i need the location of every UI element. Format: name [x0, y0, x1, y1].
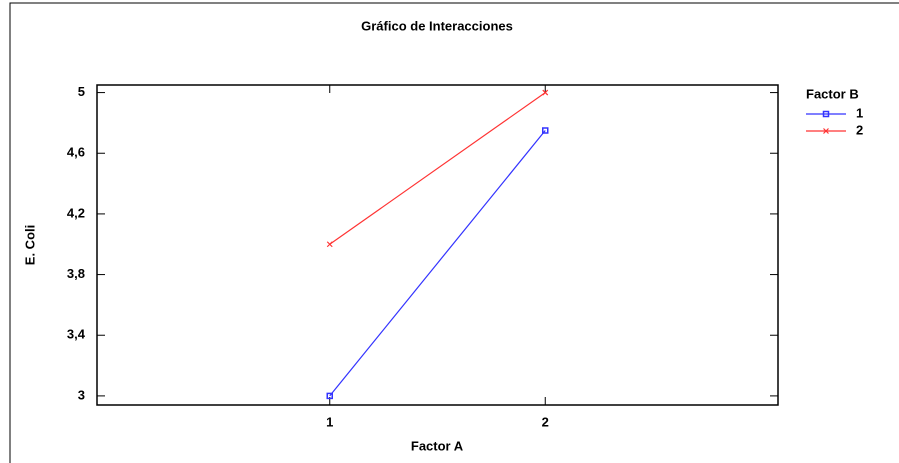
chart-title: Gráfico de Interacciones — [361, 18, 513, 33]
x-tick-label: 2 — [542, 414, 549, 429]
legend-marker — [823, 128, 829, 134]
plot-area — [96, 84, 779, 406]
series-line — [329, 92, 546, 245]
marker — [326, 392, 333, 400]
legend-title: Factor B — [806, 86, 859, 101]
frame — [9, 2, 899, 463]
marker — [326, 241, 333, 248]
y-axis-label: E. Coli — [22, 225, 37, 265]
y-tick-label: 3,4 — [67, 327, 86, 342]
legend-marker — [822, 110, 830, 118]
legend-label: 2 — [856, 122, 863, 137]
y-tick-label: 3,8 — [67, 266, 85, 281]
legend-label: 1 — [856, 105, 863, 120]
x-tick-label: 1 — [326, 414, 333, 429]
marker — [542, 89, 549, 96]
y-tick-label: 5 — [78, 84, 85, 99]
series-line — [329, 130, 546, 397]
marker — [542, 127, 549, 134]
x-axis-label: Factor A — [411, 438, 464, 453]
y-tick-label: 4,2 — [67, 205, 85, 220]
y-tick-label: 4,6 — [67, 145, 85, 160]
y-tick-label: 3 — [78, 387, 85, 402]
